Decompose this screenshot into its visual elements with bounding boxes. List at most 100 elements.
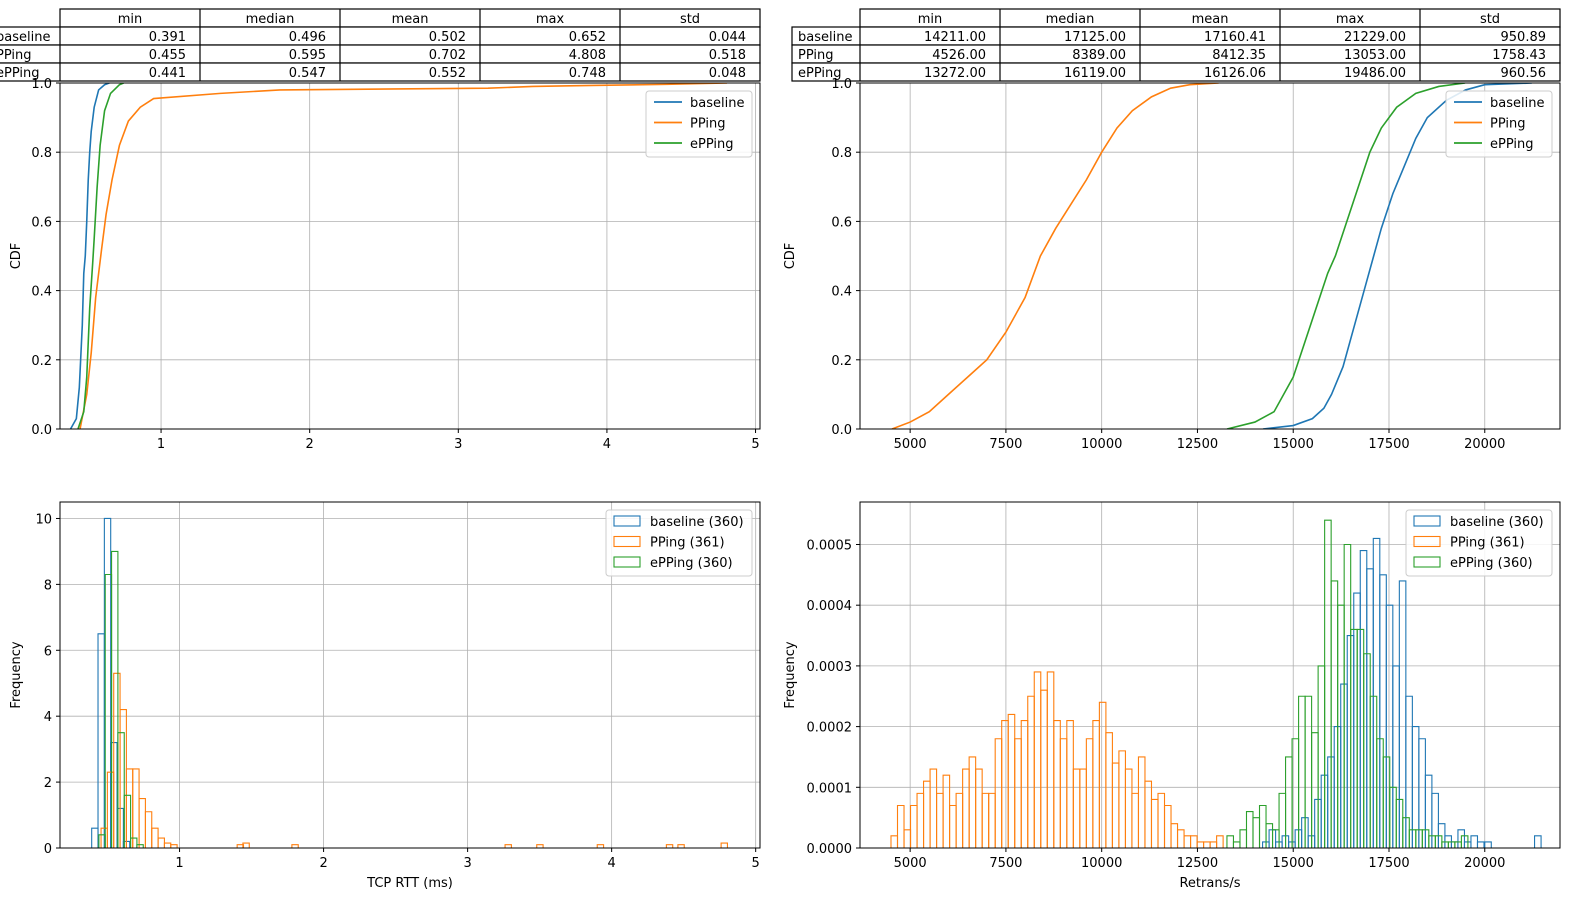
table-row bbox=[791, 44, 1561, 64]
legend-label: ePPing bbox=[1490, 137, 1534, 152]
legend-swatch-PPing bbox=[1413, 535, 1441, 548]
y-tick-label: 0.0000 bbox=[807, 842, 853, 857]
legend: baseline PPing ePPing bbox=[645, 90, 753, 158]
y-tick-label: 0.0001 bbox=[807, 781, 853, 796]
table-cell: 16119.00 bbox=[1064, 66, 1126, 81]
table-cell: 0.518 bbox=[709, 48, 746, 63]
table-cell: 1758.43 bbox=[1492, 48, 1546, 63]
x-tick-label: 12500 bbox=[1177, 856, 1218, 871]
plot-area bbox=[69, 83, 728, 429]
y-tick-label: 0.0003 bbox=[807, 660, 853, 675]
x-tick-label: 5 bbox=[752, 856, 760, 871]
table-cell: 16126.06 bbox=[1204, 66, 1266, 81]
histogram-bin-ePPing bbox=[136, 844, 144, 848]
histogram-bin-ePPing bbox=[117, 732, 125, 848]
y-tick-label: 0.2 bbox=[31, 354, 52, 369]
histogram-bin-PPing bbox=[1007, 713, 1016, 848]
y-tick-label: 0.6 bbox=[831, 215, 852, 230]
x-tick-label: 10000 bbox=[1081, 437, 1122, 452]
x-tick-label: 5 bbox=[751, 437, 759, 452]
histogram-bin-baseline bbox=[1470, 835, 1479, 848]
histogram-bin-baseline bbox=[1431, 792, 1439, 848]
histogram-bin-PPing bbox=[1196, 841, 1205, 848]
x-tick-label: 5000 bbox=[894, 437, 927, 452]
legend-label: baseline bbox=[690, 96, 744, 111]
table-cell: 4.808 bbox=[569, 48, 606, 63]
legend-swatch-baseline bbox=[613, 515, 641, 527]
table-cell: 19486.00 bbox=[1344, 66, 1406, 81]
y-axis-label: CDF bbox=[9, 243, 24, 270]
x-tick-label: 1 bbox=[175, 856, 183, 871]
table-cell: 960.56 bbox=[1501, 66, 1547, 81]
histogram-bin-PPing bbox=[1170, 823, 1179, 848]
table-row bbox=[0, 44, 761, 64]
histogram-bin-PPing bbox=[1072, 768, 1081, 848]
y-tick-label: 8 bbox=[44, 578, 52, 593]
histogram-bin-PPing bbox=[981, 792, 990, 848]
table-row bbox=[0, 26, 761, 46]
histogram-bin-PPing bbox=[968, 756, 977, 848]
x-tick-label: 5000 bbox=[894, 856, 927, 871]
histogram-bin-PPing bbox=[916, 792, 925, 848]
table-column-header: mean bbox=[1192, 12, 1229, 27]
histogram-bin-PPing bbox=[1046, 671, 1055, 848]
histogram-bin-PPing bbox=[890, 835, 899, 848]
histogram-bin-PPing bbox=[1176, 829, 1185, 848]
y-tick-label: 0 bbox=[44, 842, 52, 857]
histogram-bin-baseline bbox=[91, 827, 99, 848]
plot-area bbox=[91, 517, 728, 848]
histogram-bin-PPing bbox=[1033, 671, 1042, 848]
stats-table-1: min median mean max std baseline 0.391 0.496 0.5… bbox=[0, 8, 761, 82]
y-tick-label: 1.0 bbox=[831, 77, 852, 92]
legend-box bbox=[605, 509, 753, 577]
legend-swatch-ePPing bbox=[613, 556, 641, 568]
table-cell: 0.502 bbox=[429, 30, 466, 45]
table-column-header: max bbox=[536, 12, 565, 27]
histogram-bin-PPing bbox=[1040, 689, 1048, 848]
y-axis-label: CDF bbox=[783, 243, 798, 270]
chart-3: 1 2 3 4 5 0 2 4 6 8 10 Frequency TCP RTT (ms) baselin… bbox=[9, 501, 761, 891]
x-axis-label: TCP RTT (ms) bbox=[366, 876, 453, 891]
histogram-bin-PPing bbox=[677, 844, 685, 848]
legend-label: baseline (360) bbox=[1450, 515, 1544, 530]
table-column-header: min bbox=[918, 12, 943, 27]
y-tick-label: 0.8 bbox=[31, 146, 52, 161]
y-axis-label: Frequency bbox=[9, 641, 24, 708]
histogram-bin-PPing bbox=[1111, 762, 1120, 848]
histogram-bin-ePPing bbox=[1239, 829, 1248, 848]
plot-frame bbox=[59, 82, 761, 430]
legend-label: ePPing (360) bbox=[1450, 556, 1533, 571]
histogram-bin-PPing bbox=[936, 792, 944, 848]
table-cell: 0.552 bbox=[429, 66, 466, 81]
histogram-bin-PPing bbox=[988, 792, 996, 848]
table-cell: 0.702 bbox=[429, 48, 466, 63]
table-cell: 21229.00 bbox=[1344, 30, 1406, 45]
histogram-bin-PPing bbox=[1059, 738, 1068, 848]
legend-label: PPing bbox=[1490, 117, 1526, 132]
histogram-bin-baseline bbox=[1534, 835, 1542, 848]
histogram-bin-PPing bbox=[942, 774, 951, 848]
table-row bbox=[0, 62, 761, 82]
x-tick-label: 4 bbox=[603, 437, 611, 452]
histogram-bin-PPing bbox=[1157, 792, 1166, 848]
table-cell: 8412.35 bbox=[1212, 48, 1266, 63]
series-line-PPing bbox=[79, 83, 728, 429]
y-tick-label: 0.4 bbox=[831, 285, 852, 300]
y-tick-label: 2 bbox=[44, 776, 52, 791]
table-column-header: median bbox=[1046, 12, 1095, 27]
legend: baseline (360) PPing (361) ePPing (360) bbox=[605, 509, 753, 577]
x-tick-label: 1 bbox=[157, 437, 165, 452]
legend-label: baseline (360) bbox=[650, 515, 744, 530]
histogram-bin-PPing bbox=[1124, 768, 1133, 848]
y-tick-label: 0.4 bbox=[31, 285, 52, 300]
histogram-bin-ePPing bbox=[1232, 841, 1241, 848]
legend-label: PPing (361) bbox=[650, 536, 725, 551]
table-row-label: PPing bbox=[798, 48, 834, 63]
y-tick-label: 0.8 bbox=[831, 146, 852, 161]
x-tick-label: 3 bbox=[454, 437, 462, 452]
series-line-ePPing bbox=[1226, 83, 1466, 429]
table-column-header: min bbox=[118, 12, 143, 27]
x-tick-label: 17500 bbox=[1368, 437, 1409, 452]
histogram-bin-PPing bbox=[1085, 738, 1094, 848]
table-row-label: baseline bbox=[0, 30, 50, 45]
